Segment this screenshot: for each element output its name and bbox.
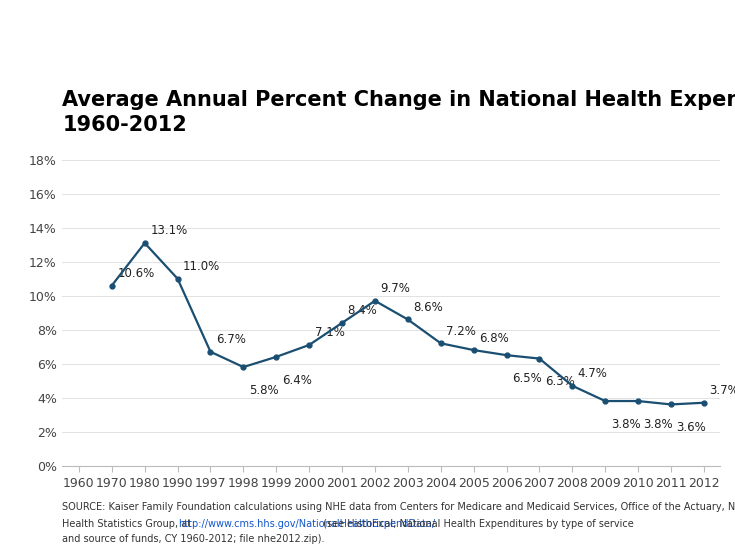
Text: 6.8%: 6.8% <box>479 332 509 344</box>
Text: 13.1%: 13.1% <box>150 224 187 237</box>
Text: 6.7%: 6.7% <box>216 333 246 346</box>
Text: 6.3%: 6.3% <box>545 375 575 388</box>
Text: http://www.cms.hhs.gov/NationalHealthExpendData/: http://www.cms.hhs.gov/NationalHealthExp… <box>179 519 436 529</box>
Text: 1960-2012: 1960-2012 <box>62 115 187 135</box>
Text: FAMILY: FAMILY <box>651 520 700 533</box>
Text: and source of funds, CY 1960-2012; file nhe2012.zip).: and source of funds, CY 1960-2012; file … <box>62 534 325 544</box>
Text: 7.1%: 7.1% <box>315 326 345 339</box>
Text: 8.4%: 8.4% <box>348 304 377 317</box>
Text: 9.7%: 9.7% <box>381 282 410 295</box>
Text: 8.6%: 8.6% <box>413 301 443 314</box>
Text: 3.8%: 3.8% <box>611 418 640 431</box>
Text: FOUNDATION: FOUNDATION <box>653 537 699 542</box>
Text: 10.6%: 10.6% <box>118 267 154 280</box>
Text: 4.7%: 4.7% <box>578 367 608 380</box>
Text: 11.0%: 11.0% <box>183 260 220 273</box>
Text: 7.2%: 7.2% <box>446 325 476 338</box>
Text: (see Historical; National Health Expenditures by type of service: (see Historical; National Health Expendi… <box>320 519 634 529</box>
Text: 3.7%: 3.7% <box>709 384 735 397</box>
Text: Average Annual Percent Change in National Health Expenditures,: Average Annual Percent Change in Nationa… <box>62 90 735 110</box>
Text: 6.4%: 6.4% <box>282 374 312 387</box>
Text: 5.8%: 5.8% <box>249 383 279 397</box>
Text: THE HENRY J.: THE HENRY J. <box>653 498 699 503</box>
Text: 6.5%: 6.5% <box>512 372 542 385</box>
Text: SOURCE: Kaiser Family Foundation calculations using NHE data from Centers for Me: SOURCE: Kaiser Family Foundation calcula… <box>62 503 735 512</box>
Text: 3.6%: 3.6% <box>676 421 706 434</box>
Text: KAISER: KAISER <box>650 507 701 520</box>
Text: Health Statistics Group, at: Health Statistics Group, at <box>62 519 195 529</box>
Text: 3.8%: 3.8% <box>644 418 673 431</box>
